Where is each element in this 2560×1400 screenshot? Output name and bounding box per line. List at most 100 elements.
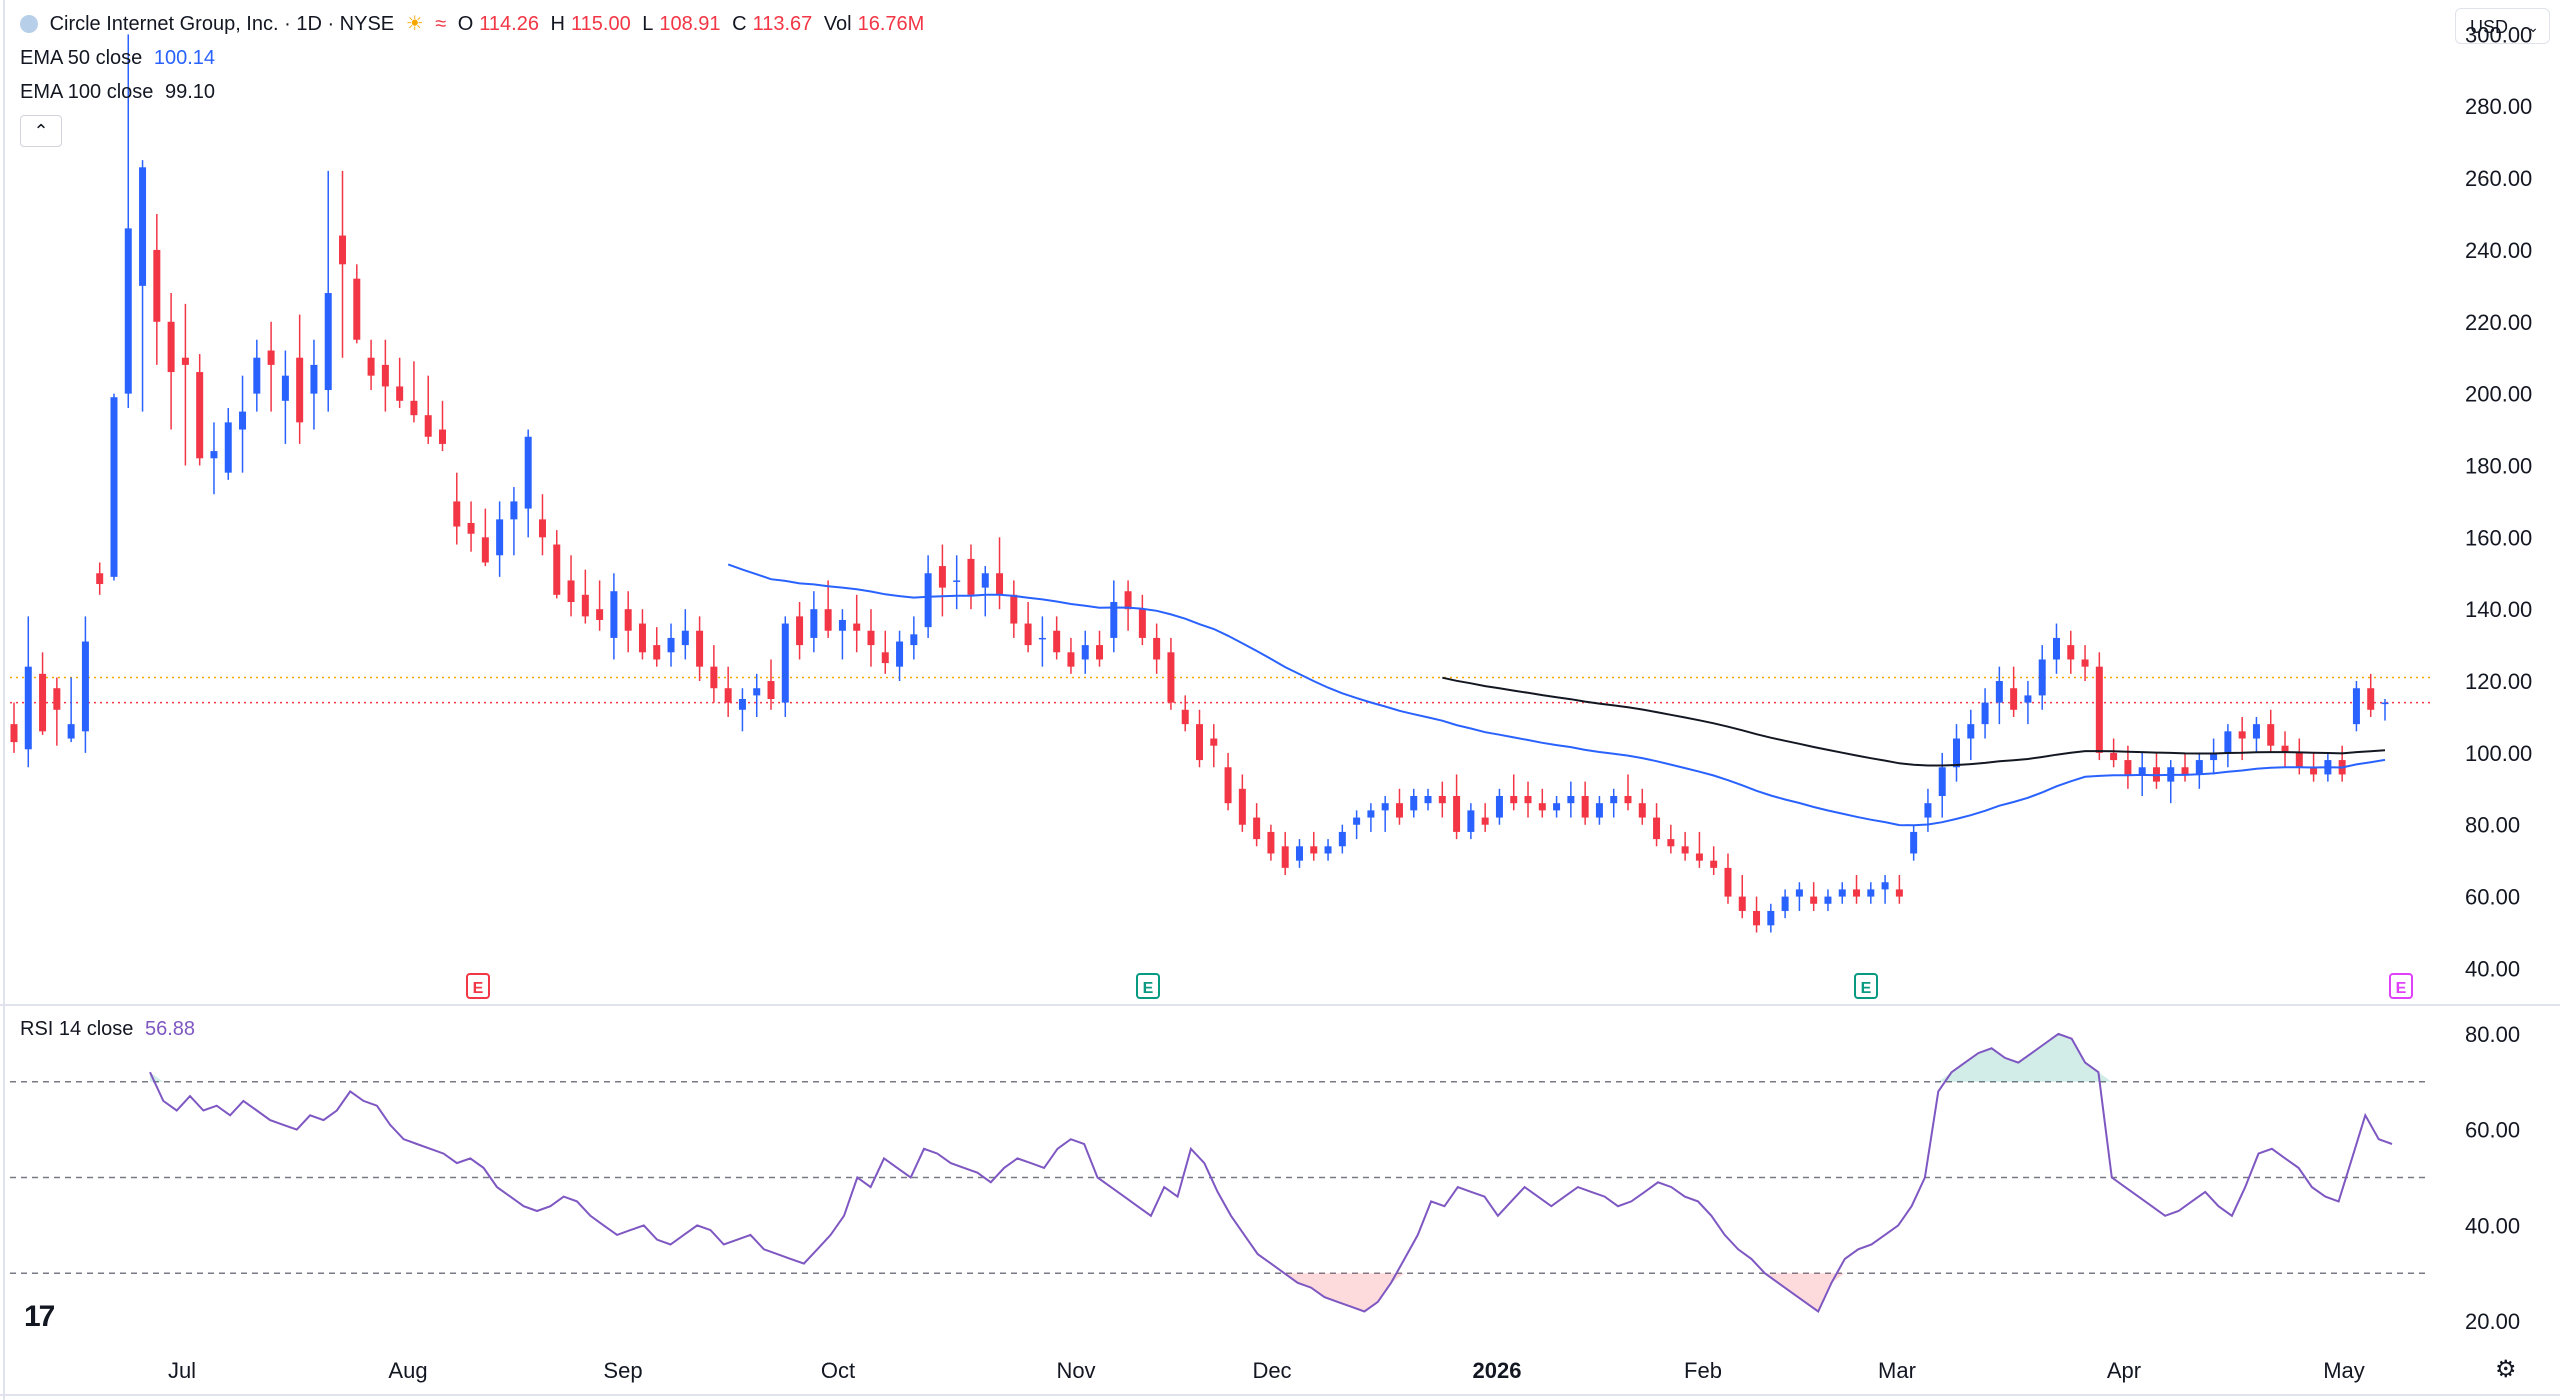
candle-body [824, 609, 832, 631]
ema50-line [727, 563, 2386, 827]
candle-body [1338, 831, 1346, 847]
open-value: 114.26 [479, 13, 539, 35]
candle-body [1038, 637, 1046, 640]
price-tick-label: 120.00 [2465, 669, 2532, 694]
candle-body [1438, 796, 1446, 804]
candle-body [2295, 752, 2303, 768]
candle-body [1410, 796, 1418, 811]
candle-body [1767, 910, 1775, 926]
collapse-legend-button[interactable]: ⌃ [20, 115, 62, 147]
price-tick-label: 240.00 [2465, 238, 2532, 263]
candle-body [510, 501, 518, 520]
low-value: 108.91 [659, 13, 721, 35]
time-tick-label: Aug [388, 1358, 427, 1383]
candle-body [2095, 666, 2103, 753]
candle-body [653, 645, 661, 660]
candle-body [1938, 767, 1946, 796]
candle-body [1495, 796, 1503, 818]
time-tick-label: Feb [1684, 1358, 1722, 1383]
candle-body [110, 397, 118, 577]
price-tick-label: 260.00 [2465, 166, 2532, 191]
candle-body [596, 609, 604, 620]
candle-body [1353, 817, 1361, 825]
candle-body [2124, 760, 2132, 775]
candle-body [81, 641, 89, 732]
high-value: 115.00 [571, 13, 631, 35]
candle-body [210, 451, 218, 459]
candle-body [710, 666, 718, 689]
high-label: H [550, 13, 565, 35]
candle-body [267, 350, 275, 365]
ema100-value: 99.10 [164, 81, 216, 103]
price-tick-label: 80.00 [2465, 813, 2520, 838]
close-value: 113.67 [752, 13, 813, 35]
candle-body [1153, 637, 1161, 660]
tradingview-logo-icon[interactable]: 17 [24, 1300, 55, 1333]
candle-body [1810, 896, 1818, 904]
candle-body [24, 666, 32, 750]
price-tick-label: 140.00 [2465, 597, 2532, 622]
candle-body [1081, 645, 1089, 660]
candle-body [2195, 760, 2203, 775]
candle-body [53, 688, 61, 710]
candle-body [324, 293, 332, 391]
candle-body [838, 619, 846, 631]
gear-icon[interactable]: ⚙ [2495, 1356, 2517, 1383]
candle-body [2310, 767, 2318, 775]
candle-body [1138, 609, 1146, 638]
candle-body [124, 228, 132, 394]
candle-body [1867, 889, 1875, 897]
candle-body [1981, 702, 1989, 725]
candle-body [2367, 688, 2375, 710]
candle-body [1781, 896, 1789, 911]
candle-body [1253, 817, 1261, 840]
candle-body [1524, 796, 1532, 804]
time-tick-label: Nov [1056, 1358, 1095, 1383]
candle-body [2252, 724, 2260, 739]
candle-body [153, 249, 161, 322]
candle-body [1710, 860, 1718, 868]
candle-body [1624, 796, 1632, 804]
candle-body [1110, 602, 1118, 638]
candle-body [1610, 796, 1618, 804]
candle-body [2224, 731, 2232, 753]
candle-body [453, 501, 461, 527]
candle-body [1795, 889, 1803, 897]
close-label: C [732, 13, 747, 35]
candle-body [1381, 803, 1389, 811]
rsi-legend[interactable]: RSI 14 close 56.88 [20, 1015, 201, 1043]
candle-body [896, 641, 904, 667]
candle-body [396, 386, 404, 401]
candle-body [781, 623, 789, 703]
candle-body [1281, 846, 1289, 868]
approx-icon: ≈ [435, 13, 447, 35]
candle-body [253, 357, 261, 394]
currency-select[interactable]: USD ⌄ [2455, 8, 2550, 44]
rsi-overbought-fill [150, 1033, 2392, 1082]
candle-body [2181, 767, 2189, 775]
candle-body [1010, 594, 1018, 624]
candle-body [1953, 738, 1961, 768]
rsi-line [149, 1032, 2393, 1314]
candle-body [967, 558, 975, 595]
candle-body [1310, 846, 1318, 854]
symbol-title[interactable]: Circle Internet Group, Inc. · 1D · NYSE [49, 13, 395, 35]
candle-body [1096, 645, 1104, 660]
candle-body [996, 573, 1004, 595]
candle-body [1667, 839, 1675, 847]
candle-body [2138, 767, 2146, 775]
ema100-legend[interactable]: EMA 100 close 99.10 [20, 78, 221, 106]
time-tick-label: May [2323, 1358, 2365, 1383]
chevron-up-icon: ⌃ [33, 121, 49, 141]
candle-body [2038, 659, 2046, 696]
candle-body [1724, 867, 1732, 897]
candle-body [1653, 817, 1661, 840]
ema100-line [1442, 676, 2386, 767]
ema50-legend[interactable]: EMA 50 close 100.14 [20, 44, 221, 72]
candle-body [1838, 889, 1846, 897]
candle-body [1895, 889, 1903, 897]
candle-body [1853, 889, 1861, 897]
rsi-value: 56.88 [144, 1018, 196, 1040]
candle-body [2110, 752, 2118, 761]
